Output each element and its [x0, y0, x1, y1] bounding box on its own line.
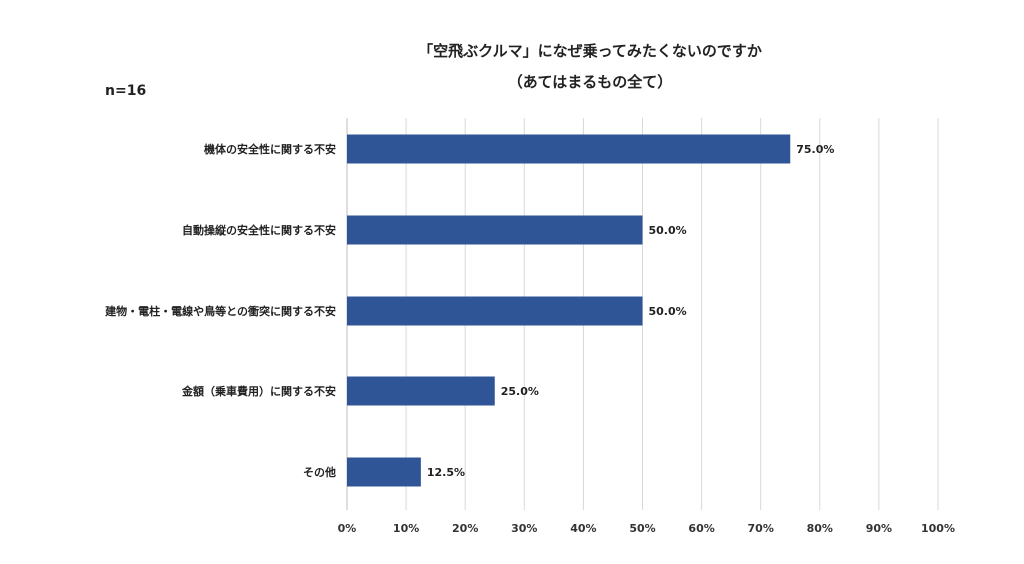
x-tick-label: 10%	[393, 522, 419, 535]
data-label: 25.0%	[501, 385, 539, 398]
x-tick-label: 90%	[866, 522, 892, 535]
category-label: その他	[303, 465, 336, 479]
data-label: 12.5%	[427, 466, 465, 479]
category-label: 機体の安全性に関する不安	[204, 142, 336, 156]
x-tick-label: 40%	[570, 522, 596, 535]
bar	[347, 134, 791, 164]
x-tick-label: 60%	[688, 522, 714, 535]
category-label: 金額（乗車費用）に関する不安	[181, 384, 336, 398]
chart-title: 「空飛ぶクルマ」になぜ乗ってみたくないのですか	[418, 42, 762, 60]
data-label: 50.0%	[649, 305, 687, 318]
x-tick-label: 80%	[807, 522, 833, 535]
x-tick-label: 50%	[629, 522, 655, 535]
x-tick-label: 100%	[921, 522, 955, 535]
bar	[347, 376, 495, 406]
x-tick-label: 0%	[338, 522, 357, 535]
category-label: 自動操縦の安全性に関する不安	[182, 223, 336, 237]
x-tick-label: 30%	[511, 522, 537, 535]
x-tick-label: 70%	[748, 522, 774, 535]
bar	[347, 215, 643, 245]
data-label: 75.0%	[796, 143, 834, 156]
bar	[347, 296, 643, 326]
x-tick-label: 20%	[452, 522, 478, 535]
data-label: 50.0%	[649, 224, 687, 237]
sample-size-label: n=16	[105, 83, 147, 99]
chart-subtitle: （あてはまるもの全て）	[507, 73, 673, 91]
bar	[347, 457, 421, 487]
category-label: 建物・電柱・電線や鳥等との衝突に関する不安	[105, 304, 336, 318]
